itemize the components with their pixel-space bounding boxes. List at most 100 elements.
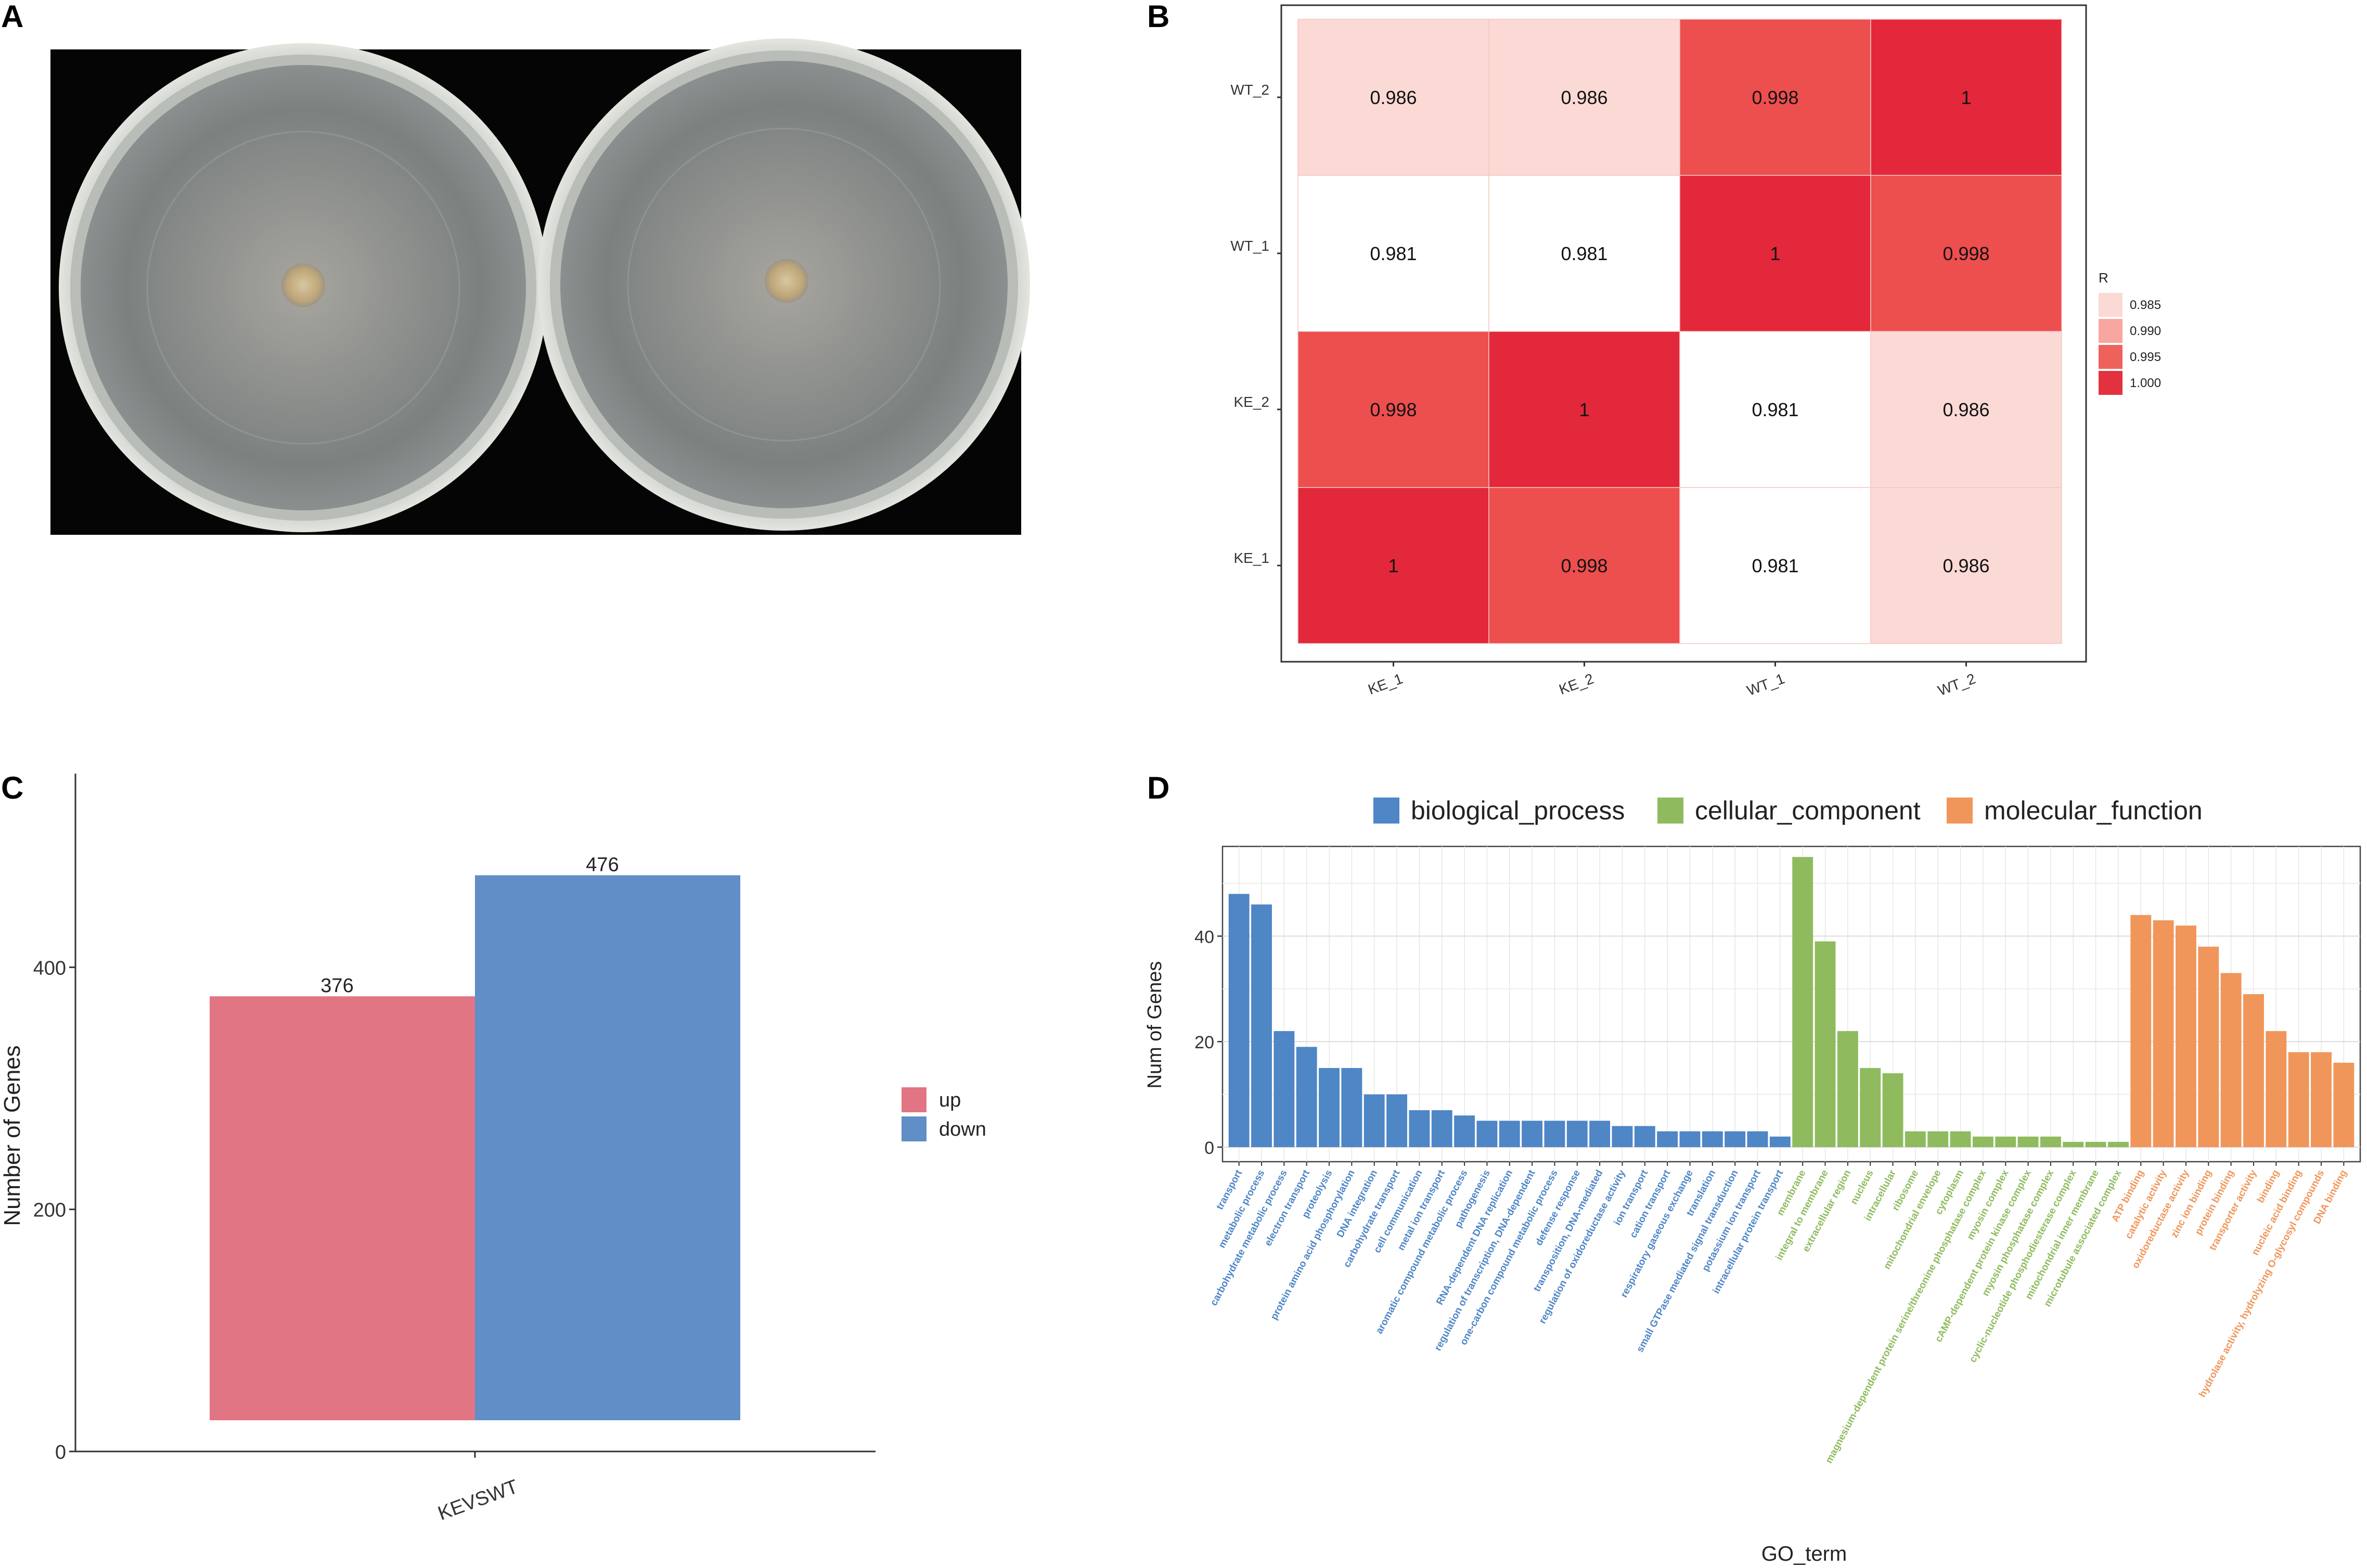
- deg-y-axis-title: Number of Genes: [0, 1045, 25, 1226]
- petri-dish-right: [538, 38, 1030, 531]
- go-bar: [1725, 1131, 1746, 1147]
- go-bar: [1657, 1131, 1678, 1147]
- heatmap-legend-label: 0.985: [2130, 298, 2161, 312]
- go-bar-chart: biological_process cellular_component mole…: [1144, 796, 2361, 1565]
- heatmap-legend-label: 1.000: [2130, 376, 2161, 390]
- go-legend: biological_process cellular_component mole…: [1373, 796, 2203, 825]
- heatmap-axes: KE_1 KE_2 WT_1 WT_2 KE_1 KE_2 WT_1 WT_2: [1230, 82, 1977, 699]
- go-legend-label: cellular_component: [1695, 796, 1921, 825]
- go-legend-swatch-biological_process: [1373, 798, 1399, 824]
- heatmap-cell-label: 0.998: [1943, 243, 1989, 264]
- heatmap-frame: [1280, 4, 2087, 663]
- heatmap-cell-KE_1-KE_2: [1488, 487, 1680, 644]
- panel-letter-d: D: [1147, 770, 1169, 805]
- go-bar: [1927, 1131, 1949, 1147]
- go-bar: [2266, 1031, 2287, 1147]
- deg-bar-chart: 0 200 400 376 476 KEVSWT up down Number of Gene…: [0, 774, 986, 1525]
- deg-bar-down: [475, 875, 740, 1420]
- go-bar: [1882, 1073, 1903, 1147]
- go-y-tick-label: 40: [1194, 927, 1214, 947]
- go-bar: [1972, 1136, 1993, 1147]
- correlation-heatmap: 1 0.998 0.981 0.986 0.998 1 0.981 0.986 0.981 0.9…: [1230, 4, 2161, 699]
- heatmap-cell-KE_1-WT_1: [1679, 487, 1871, 644]
- go-bar: [1905, 1131, 1926, 1147]
- deg-y-tick-label: 0: [55, 1442, 66, 1463]
- go-bar: [2243, 994, 2264, 1147]
- petri-dish-left: [59, 43, 548, 532]
- heatmap-cell-WT_2-KE_1: [1297, 19, 1489, 176]
- go-bar: [1837, 1031, 1858, 1147]
- heatmap-cell-WT_1-WT_1: [1679, 175, 1871, 332]
- go-bar: [1544, 1121, 1565, 1147]
- heatmap-cell-label: 1: [1579, 399, 1589, 420]
- go-y-axis-title: Num of Genes: [1144, 961, 1166, 1089]
- heatmap-cell-label: 1: [1770, 243, 1780, 264]
- heatmap-legend-label: 0.995: [2130, 350, 2161, 364]
- go-bar: [2130, 915, 2152, 1147]
- heatmap-cells: 1 0.998 0.981 0.986 0.998 1 0.981 0.986 0.981 0.9…: [1297, 19, 2062, 644]
- deg-legend-swatch-up: [902, 1087, 927, 1112]
- go-bar: [1522, 1121, 1543, 1147]
- go-bar: [2017, 1136, 2039, 1147]
- go-bar: [1995, 1136, 2016, 1147]
- go-bar: [1499, 1121, 1520, 1147]
- go-bar: [1409, 1110, 1430, 1147]
- go-legend-label: molecular_function: [1984, 796, 2203, 825]
- heatmap-cell-label: 0.986: [1943, 399, 1989, 420]
- heatmap-legend: R 0.985 0.990 0.995 1.000: [2099, 270, 2161, 395]
- heatmap-legend-title: R: [2099, 270, 2108, 286]
- heatmap-legend-swatch: [2099, 319, 2122, 343]
- heatmap-legend-swatch: [2099, 345, 2122, 369]
- heatmap-cell-WT_2-WT_1: [1679, 19, 1871, 176]
- deg-legend-label: up: [939, 1089, 961, 1111]
- heatmap-legend-swatch: [2099, 371, 2122, 395]
- go-bar: [1296, 1047, 1317, 1147]
- deg-y-tick-label: 400: [33, 957, 66, 979]
- heatmap-cell-KE_1-KE_1: [1297, 487, 1489, 644]
- go-bar: [2085, 1141, 2106, 1147]
- go-x-axis-title: GO_term: [1761, 1543, 1847, 1565]
- deg-bar-data-label: 376: [320, 975, 353, 997]
- heatmap-x-tick-label: KE_2: [1557, 671, 1596, 698]
- go-bar: [1792, 857, 1813, 1147]
- go-bar: [2176, 926, 2196, 1147]
- heatmap-cell-label: 0.981: [1752, 399, 1798, 420]
- deg-plot-area: 0 200 400 376 476 KEVSWT up down: [33, 774, 986, 1525]
- heatmap-y-tick-label: WT_1: [1230, 238, 1269, 254]
- heatmap-legend-label: 0.990: [2130, 324, 2161, 338]
- go-bar: [1228, 894, 1250, 1147]
- go-bar: [2107, 1141, 2129, 1147]
- go-y-tick-label: 0: [1204, 1138, 1214, 1158]
- heatmap-cell-label: 0.981: [1561, 243, 1607, 264]
- go-bar: [1769, 1136, 1791, 1147]
- go-bar: [1589, 1121, 1611, 1147]
- deg-bar-data-label: 476: [586, 854, 619, 876]
- go-bar: [2040, 1136, 2061, 1147]
- heatmap-legend-swatch: [2099, 293, 2122, 317]
- heatmap-cell-WT_2-WT_2: [1870, 19, 2062, 176]
- heatmap-cell-label: 0.998: [1752, 87, 1798, 108]
- deg-y-tick-label: 200: [33, 1200, 66, 1222]
- go-bar: [1612, 1126, 1633, 1147]
- go-bar: [1386, 1094, 1407, 1147]
- panel-letter-a: A: [1, 0, 23, 34]
- go-bar: [1431, 1110, 1452, 1147]
- go-bar: [1319, 1068, 1340, 1147]
- go-y-tick-label: 20: [1194, 1033, 1214, 1052]
- heatmap-cell-WT_1-WT_2: [1870, 175, 2062, 332]
- go-bar: [1702, 1131, 1723, 1147]
- heatmap-cell-label: 0.998: [1561, 555, 1607, 576]
- mycelium-plug-left: [281, 263, 325, 307]
- deg-x-tick-label: KEVSWT: [435, 1476, 521, 1525]
- heatmap-cell-label: 1: [1961, 87, 1971, 108]
- panel-letter-b: B: [1147, 0, 1169, 34]
- go-bar: [2288, 1052, 2309, 1147]
- go-bar: [1341, 1068, 1362, 1147]
- heatmap-cell-KE_1-WT_2: [1870, 487, 2062, 644]
- heatmap-cell-label: 0.986: [1370, 87, 1417, 108]
- heatmap-cell-WT_2-KE_2: [1488, 19, 1680, 176]
- heatmap-y-tick-label: KE_1: [1234, 550, 1270, 566]
- go-legend-label: biological_process: [1411, 796, 1625, 825]
- heatmap-cell-label: 0.998: [1370, 399, 1417, 420]
